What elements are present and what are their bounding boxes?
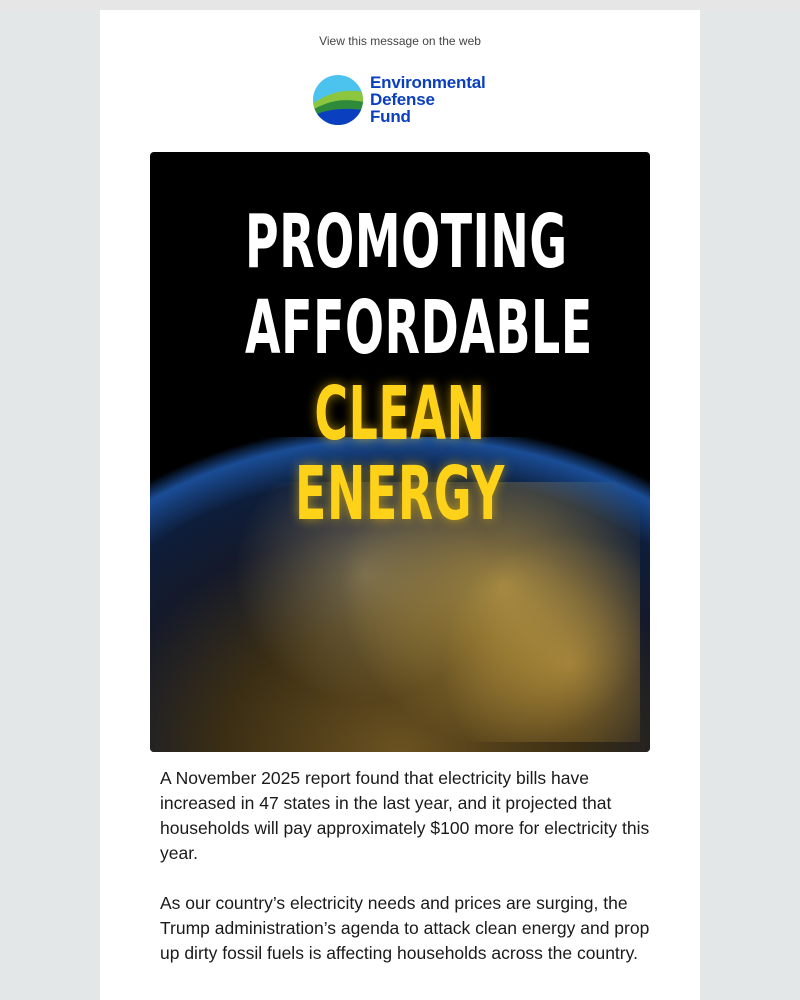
logo-text-line: Fund — [370, 107, 411, 126]
hero-headline-line2: AFFORDABLE — [245, 285, 593, 371]
paragraph: As our country’s electricity needs and p… — [160, 893, 650, 963]
top-bar — [0, 0, 800, 10]
city-lights — [180, 482, 640, 742]
edf-logo[interactable]: Environmental Defense Fund — [312, 74, 502, 128]
hero-headline-line1: PROMOTING — [245, 199, 568, 285]
email-body: View this message on the web Environment… — [100, 10, 700, 1000]
edf-logo-icon — [313, 75, 363, 125]
logo-text-line: Environmental — [370, 73, 486, 92]
hero-image[interactable]: PROMOTING AFFORDABLE CLEAN ENERGY — [150, 152, 650, 752]
logo-text-line: Defense — [370, 90, 435, 109]
body-text: A November 2025 report found that electr… — [160, 766, 650, 966]
view-on-web-link[interactable]: View this message on the web — [319, 34, 481, 48]
paragraph: A November 2025 report found that electr… — [160, 768, 650, 863]
hero-headline-line3: CLEAN ENERGY — [294, 371, 506, 537]
